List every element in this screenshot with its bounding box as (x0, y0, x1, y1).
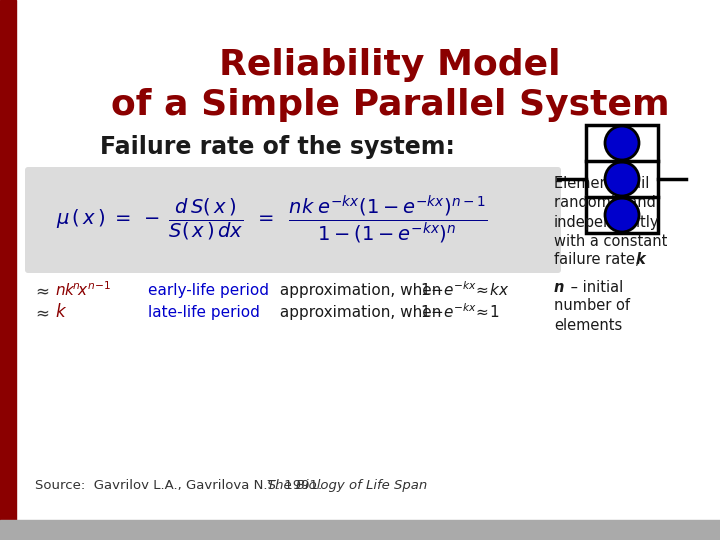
Text: of a Simple Parallel System: of a Simple Parallel System (111, 88, 670, 122)
Circle shape (605, 198, 639, 232)
Text: approximation, when: approximation, when (275, 305, 446, 320)
Text: Elements fail: Elements fail (554, 177, 649, 192)
Text: $\mu\,(\,x\,)\;=\;-\;\dfrac{d\,S(\,x\,)}{S(\,x\,)\,dx}\;\;=\;\;\dfrac{n k\;e^{-k: $\mu\,(\,x\,)\;=\;-\;\dfrac{d\,S(\,x\,)}… (56, 194, 488, 246)
Text: elements: elements (554, 318, 622, 333)
Text: Source:  Gavrilov L.A., Gavrilova N.S. 1991.: Source: Gavrilov L.A., Gavrilova N.S. 19… (35, 478, 326, 491)
Text: $\approx$: $\approx$ (32, 281, 50, 299)
Bar (586, 125, 658, 233)
Text: $\approx$: $\approx$ (32, 303, 50, 321)
Circle shape (605, 126, 639, 160)
Text: early-life period: early-life period (148, 282, 269, 298)
Text: – initial: – initial (566, 280, 624, 294)
Text: with a constant: with a constant (554, 233, 667, 248)
Text: approximation, when: approximation, when (275, 282, 446, 298)
Text: n: n (554, 280, 564, 294)
Circle shape (605, 162, 639, 196)
Text: number of: number of (554, 299, 630, 314)
Text: $nk^{\!n}\!x^{n\!-\!1}$: $nk^{\!n}\!x^{n\!-\!1}$ (55, 281, 112, 299)
Text: Failure rate of the system:: Failure rate of the system: (100, 135, 455, 159)
Text: $1\!-\!e^{-kx}\!\approx\!1$: $1\!-\!e^{-kx}\!\approx\!1$ (420, 302, 500, 321)
Text: failure rate,: failure rate, (554, 253, 644, 267)
Text: $1\!-\!e^{-kx}\!\approx\!kx$: $1\!-\!e^{-kx}\!\approx\!kx$ (420, 281, 509, 299)
Text: The Biology of Life Span: The Biology of Life Span (266, 478, 427, 491)
Bar (0, 0, 16, 520)
Text: late-life period: late-life period (148, 305, 260, 320)
FancyBboxPatch shape (25, 167, 561, 273)
Text: independently: independently (554, 214, 660, 230)
Bar (0, 520, 720, 540)
Text: Reliability Model: Reliability Model (220, 48, 561, 82)
Text: k: k (636, 253, 646, 267)
Text: randomly and: randomly and (554, 195, 656, 211)
Text: $k$: $k$ (55, 303, 67, 321)
